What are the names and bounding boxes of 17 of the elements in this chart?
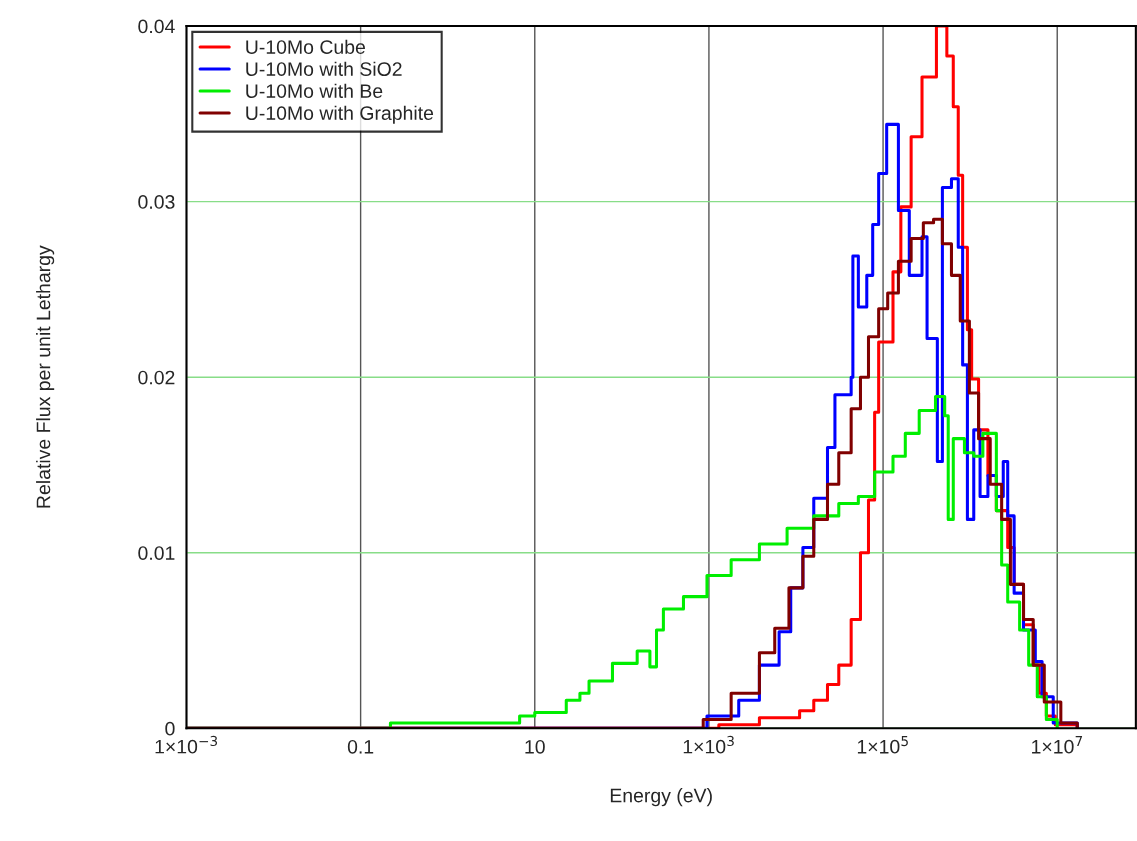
y-axis-title: Relative Flux per unit Lethargy [36,245,55,508]
x-tick-label: 1×10$^{3}$ [683,735,734,754]
x-tick-label: 0.1 [347,739,374,754]
legend-label: U-10Mo with Be [246,83,383,98]
legend-label: U-10Mo Cube [246,39,365,54]
y-tick-label: 0 [165,721,175,736]
y-tick-label: 0.03 [138,195,175,209]
x-tick-label: 10 [525,739,545,754]
legend-label: U-10Mo with Graphite [246,105,434,124]
y-tick-label: 0.02 [138,370,175,385]
x-tick-label: 1×10$^{5}$ [857,736,908,754]
x-tick-label: 1×10$^{−3}$ [155,735,218,754]
y-tick-label: 0.04 [138,19,175,34]
y-tick-label: 0.01 [138,546,175,560]
legend-label: U-10Mo with SiO2 [246,61,402,76]
x-tick-label: 1×10$^{7}$ [1032,736,1083,754]
x-axis-title: Energy (eV) [610,788,712,807]
